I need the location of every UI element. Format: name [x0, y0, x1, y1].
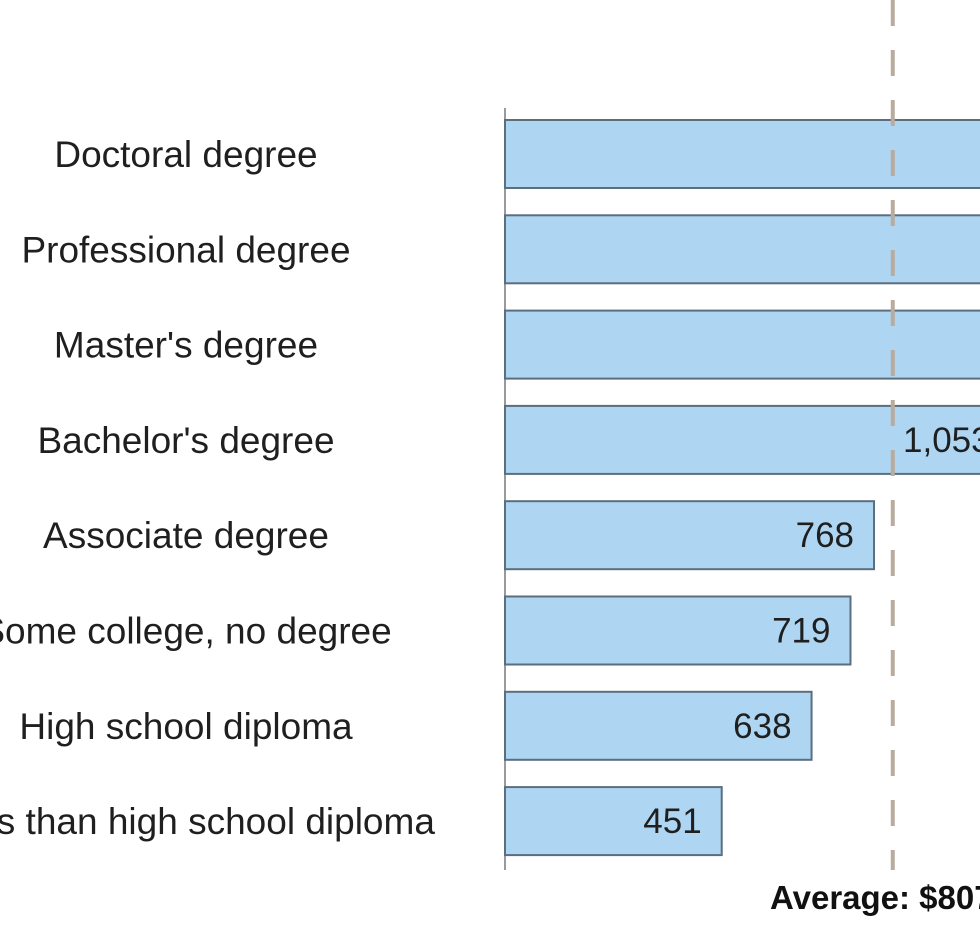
- bar-3: [504, 404, 980, 475]
- category-label: Professional degree: [21, 229, 350, 270]
- bar-6: [504, 690, 813, 761]
- category-label: High school diploma: [19, 706, 353, 747]
- bar-5: [504, 595, 852, 666]
- bar-4: [504, 500, 876, 571]
- value-label: 1,053: [903, 421, 980, 460]
- category-label: Doctoral degree: [54, 134, 317, 175]
- bars-layer: [504, 108, 980, 870]
- value-label: 719: [772, 612, 830, 651]
- category-label: Bachelor's degree: [37, 420, 334, 461]
- bar-7: [504, 786, 723, 857]
- category-label: Less than high school diploma: [0, 801, 435, 842]
- bar-2: [504, 309, 980, 380]
- labels-layer: Doctoral degree Professional degree Master…: [0, 134, 980, 916]
- bar-1: [504, 214, 980, 285]
- category-label: Master's degree: [54, 325, 318, 366]
- value-label: 638: [733, 707, 791, 746]
- bar-0: [504, 119, 980, 189]
- value-label: 451: [643, 802, 701, 841]
- category-label: Some college, no degree: [0, 611, 392, 652]
- average-label: Average: $807: [770, 879, 980, 916]
- value-label: 768: [796, 516, 854, 555]
- category-label: Associate degree: [43, 515, 329, 556]
